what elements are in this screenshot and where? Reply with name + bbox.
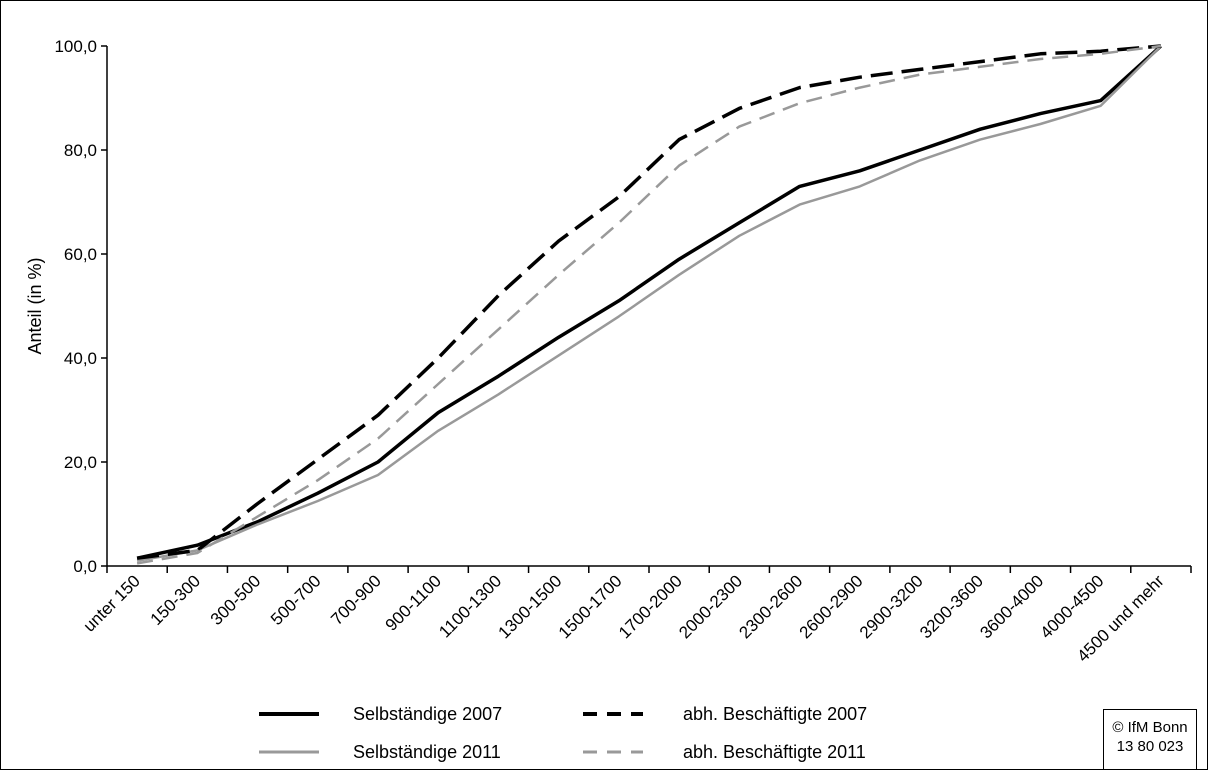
x-tick-label: 150-300 (147, 571, 205, 629)
series-line-3 (136, 44, 1162, 560)
x-tick-label: 2000-2300 (675, 571, 746, 642)
y-axis-ticks: 0,0 20,0 40,0 60,0 80,0 100,0 (54, 37, 107, 576)
series-lines (136, 44, 1163, 565)
series-line-2 (136, 45, 1162, 563)
legend-label-3: abh. Beschäftigte 2007 (683, 704, 867, 724)
x-axis-ticks: unter 150 150-300 300-500 500-700 700-900900… (80, 566, 1192, 666)
series-line-1 (136, 44, 1163, 560)
x-tick-label: 1100-1300 (435, 571, 505, 641)
x-tick-label: 3600-4000 (976, 571, 1047, 642)
x-tick-label: 2900-3200 (856, 571, 927, 642)
y-tick-label: 60,0 (64, 245, 97, 264)
x-tick-label: 700-900 (327, 571, 385, 629)
legend-label-2: Selbständige 2011 (353, 742, 501, 762)
x-tick-label: 500-700 (267, 571, 325, 629)
series-line-4 (136, 44, 1162, 565)
x-tick-label: 1700-2000 (615, 571, 686, 642)
copyright-line-1: © IfM Bonn (1112, 719, 1188, 736)
x-tick-label: 3200-3600 (916, 571, 987, 642)
copyright-box: © IfM Bonn 13 80 023 (1103, 709, 1197, 769)
axes (106, 46, 1191, 567)
legend: Selbständige 2007 Selbständige 2011 abh. B… (259, 704, 867, 762)
x-tick-label: 2600-2900 (796, 571, 867, 642)
x-tick-label: 2300-2600 (735, 571, 806, 642)
copyright-line-2: 13 80 023 (1116, 738, 1184, 755)
y-tick-label: 40,0 (64, 349, 97, 368)
y-tick-label: 100,0 (54, 37, 97, 56)
y-tick-label: 80,0 (64, 141, 97, 160)
x-tick-label: 300-500 (207, 571, 265, 629)
legend-label-4: abh. Beschäftigte 2011 (683, 742, 866, 762)
y-axis-label: Anteil (in %) (25, 257, 45, 354)
x-tick-label: unter 150 (80, 571, 144, 635)
y-tick-label: 0,0 (73, 557, 97, 576)
y-tick-label: 20,0 (64, 453, 97, 472)
x-tick-label: 1500-1700 (555, 571, 626, 642)
x-tick-label: 900-1100 (382, 571, 445, 634)
legend-label-1: Selbständige 2007 (353, 704, 502, 724)
x-tick-label: 1300-1500 (495, 571, 566, 642)
